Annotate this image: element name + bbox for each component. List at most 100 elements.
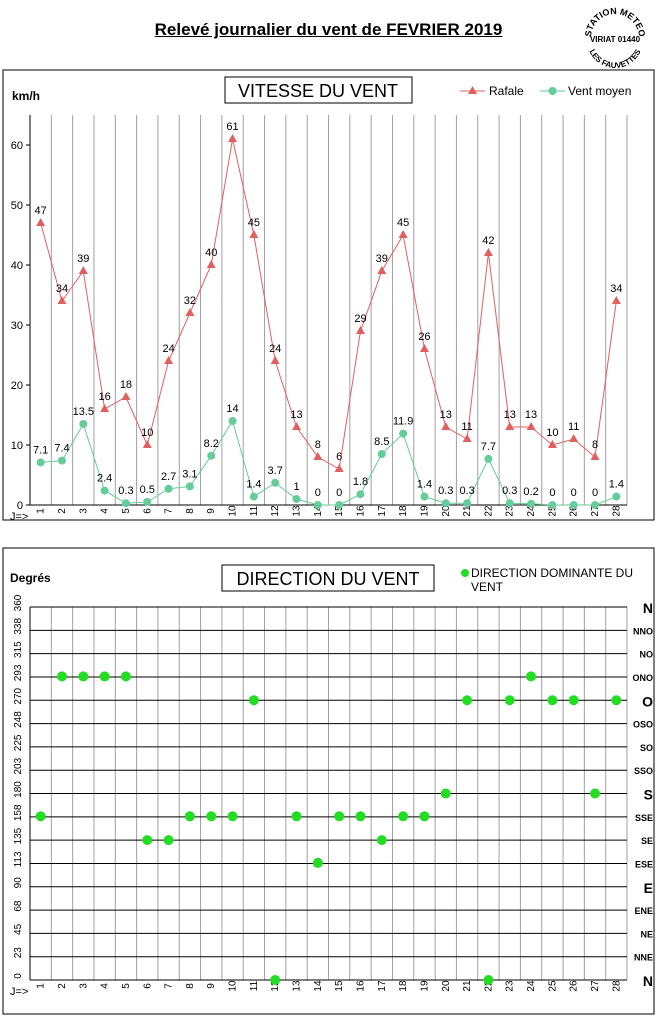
direction-point (206, 811, 217, 822)
direction-compass-label: O (642, 693, 653, 709)
speed-xtick-label: 17 (377, 505, 388, 517)
vent-moyen-point (399, 429, 408, 438)
direction-point (312, 857, 323, 868)
vent-moyen-data-label: 14 (226, 403, 238, 415)
vent-moyen-data-label: 2.7 (161, 471, 176, 483)
direction-xtick-label: 21 (462, 980, 473, 992)
speed-xtick-label: 10 (228, 505, 239, 517)
direction-xtick-label: 16 (355, 980, 366, 992)
direction-xtick-label: 9 (206, 983, 217, 989)
rafale-data-label: 8 (592, 439, 598, 451)
rafale-data-label: 13 (504, 409, 516, 421)
rafale-point (334, 464, 344, 472)
vent-moyen-data-label: 8.2 (204, 438, 219, 450)
rafale-data-label: 39 (376, 253, 388, 265)
direction-title: DIRECTION DU VENT (236, 569, 419, 589)
rafale-data-label: 10 (546, 427, 558, 439)
rafale-data-label: 26 (418, 331, 430, 343)
speed-xtick-label: 8 (185, 508, 196, 514)
direction-xtick-label: 7 (164, 983, 175, 989)
vent-moyen-point (420, 492, 429, 501)
direction-point (99, 671, 110, 682)
rafale-point (142, 440, 152, 448)
speed-xtick-label: 1 (36, 508, 47, 514)
legend-direction-label-line2: VENT (471, 580, 504, 594)
direction-ytick-label: 360 (13, 594, 24, 611)
direction-xtick-label: 24 (526, 980, 537, 992)
series-line-vent-moyen (40, 419, 617, 506)
speed-title: VITESSE DU VENT (238, 81, 398, 101)
direction-xtick-label: 17 (377, 980, 388, 992)
rafale-data-label: 18 (120, 379, 132, 391)
speed-xtick-label: 18 (398, 505, 409, 517)
rafale-data-label: 24 (162, 343, 174, 355)
speed-x-prefix: J=> (10, 511, 28, 523)
vent-moyen-data-label: 0 (549, 487, 555, 499)
speed-xtick-label: 9 (206, 508, 217, 514)
speed-legend: Rafale Vent moyen (460, 84, 631, 98)
direction-ytick-label: 270 (13, 687, 24, 704)
direction-compass-label: NNO (633, 626, 653, 636)
speed-xtick-label: 14 (313, 505, 324, 517)
rafale-point (78, 266, 88, 274)
vent-moyen-point (377, 450, 386, 458)
speed-ytick-label: 30 (11, 320, 23, 332)
direction-xtick-label: 11 (249, 980, 260, 991)
vent-moyen-point (228, 417, 237, 425)
speed-xtick-label: 25 (547, 505, 558, 517)
rafale-point (164, 356, 174, 364)
direction-ytick-label: 135 (13, 827, 24, 844)
speed-xtick-label: 19 (419, 505, 430, 517)
direction-point (120, 671, 131, 682)
direction-point (547, 695, 558, 706)
direction-point (355, 811, 366, 822)
vent-moyen-point (313, 501, 322, 509)
direction-ytick-label: 23 (13, 947, 24, 959)
direction-point (419, 811, 430, 822)
direction-compass-label: ESE (635, 859, 653, 869)
rafale-data-label: 34 (610, 283, 622, 295)
legend-ventmoyen-label: Vent moyen (568, 84, 631, 98)
speed-title-box (224, 76, 413, 104)
direction-ytick-label: 45 (13, 923, 24, 935)
rafale-point (590, 452, 600, 460)
vent-moyen-data-label: 2.4 (97, 473, 112, 485)
legend-direction-label-line1: DIRECTION DOMINANTE DU (471, 566, 633, 580)
vent-moyen-point (505, 499, 514, 508)
vent-moyen-point (335, 501, 344, 509)
vent-moyen-data-label: 1.4 (417, 479, 432, 491)
speed-xtick-label: 4 (100, 508, 111, 514)
direction-point (334, 811, 345, 822)
direction-ylabel: Degrés (10, 571, 51, 585)
rafale-data-label: 39 (77, 253, 89, 265)
direction-xtick-label: 26 (569, 980, 580, 992)
direction-point (142, 835, 153, 846)
legend-ventmoyen-marker (548, 87, 557, 95)
direction-point (440, 788, 451, 799)
vent-moyen-point (612, 492, 621, 501)
direction-x-prefix: J=> (10, 986, 28, 998)
vent-moyen-point (591, 501, 600, 509)
direction-compass-label: NE (640, 929, 653, 939)
direction-ytick-label: 225 (13, 734, 24, 751)
speed-ytick-label: 50 (11, 200, 23, 212)
direction-compass-label: E (644, 880, 653, 896)
rafale-point (505, 422, 515, 430)
speed-xtick-label: 23 (505, 505, 516, 517)
direction-point (163, 835, 174, 846)
direction-ytick-label: 180 (13, 781, 24, 798)
direction-xtick-label: 1 (36, 983, 47, 989)
rafale-data-label: 47 (35, 205, 47, 217)
rafale-point (249, 230, 259, 238)
direction-ytick-label: 0 (13, 973, 24, 979)
vent-moyen-point (36, 458, 45, 467)
direction-ytick-label: 90 (13, 877, 24, 889)
direction-compass-label: SSE (635, 813, 653, 823)
speed-ytick-label: 40 (11, 260, 23, 272)
direction-compass-label: SO (640, 743, 653, 753)
direction-point (568, 695, 579, 706)
direction-point (270, 975, 281, 985)
direction-xtick-label: 2 (57, 983, 68, 989)
speed-xtick-label: 13 (292, 505, 303, 517)
